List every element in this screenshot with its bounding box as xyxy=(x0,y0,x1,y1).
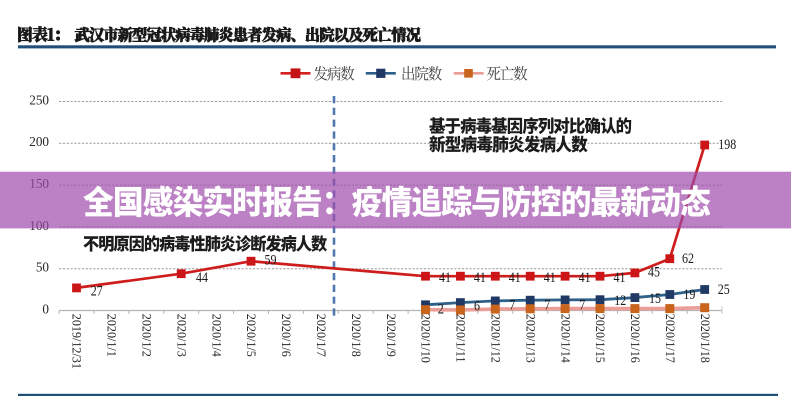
svg-text:2020/1/14: 2020/1/14 xyxy=(558,314,572,363)
svg-text:2020/1/15: 2020/1/15 xyxy=(593,314,607,363)
svg-text:15: 15 xyxy=(649,290,661,306)
svg-text:198: 198 xyxy=(718,136,736,152)
svg-text:7: 7 xyxy=(544,296,550,312)
svg-text:2020/1/16: 2020/1/16 xyxy=(628,314,642,363)
svg-text:25: 25 xyxy=(718,281,730,297)
svg-text:44: 44 xyxy=(196,269,208,285)
svg-text:2020/1/12: 2020/1/12 xyxy=(489,314,503,363)
svg-text:2020/1/5: 2020/1/5 xyxy=(244,314,258,357)
svg-text:2020/1/7: 2020/1/7 xyxy=(314,314,328,357)
svg-text:2020/1/9: 2020/1/9 xyxy=(384,314,398,357)
svg-text:2019/12/31: 2019/12/31 xyxy=(70,314,84,369)
svg-text:250: 250 xyxy=(29,92,49,107)
svg-text:27: 27 xyxy=(91,282,103,298)
svg-text:19: 19 xyxy=(683,286,695,302)
svg-text:2020/1/13: 2020/1/13 xyxy=(523,314,537,363)
svg-text:41: 41 xyxy=(474,269,486,285)
svg-text:2020/1/3: 2020/1/3 xyxy=(174,314,188,357)
svg-text:2020/1/2: 2020/1/2 xyxy=(140,314,154,357)
svg-text:2020/1/18: 2020/1/18 xyxy=(698,314,712,363)
svg-text:50: 50 xyxy=(36,260,50,275)
svg-text:7: 7 xyxy=(509,296,515,312)
svg-text:41: 41 xyxy=(509,269,521,285)
svg-text:6: 6 xyxy=(474,297,480,313)
svg-text:41: 41 xyxy=(614,269,626,285)
svg-text:2020/1/17: 2020/1/17 xyxy=(663,314,677,363)
svg-text:41: 41 xyxy=(439,269,451,285)
svg-text:2020/1/1: 2020/1/1 xyxy=(105,314,119,357)
svg-text:2020/1/6: 2020/1/6 xyxy=(279,314,293,357)
svg-text:41: 41 xyxy=(544,269,556,285)
svg-text:200: 200 xyxy=(29,134,49,149)
svg-text:2020/1/8: 2020/1/8 xyxy=(349,314,363,357)
svg-text:2020/1/4: 2020/1/4 xyxy=(209,314,223,357)
svg-text:12: 12 xyxy=(614,292,626,308)
svg-text:2: 2 xyxy=(438,300,444,316)
svg-text:59: 59 xyxy=(265,251,277,267)
svg-text:62: 62 xyxy=(682,250,694,266)
svg-text:2020/1/11: 2020/1/11 xyxy=(454,314,468,363)
svg-text:7: 7 xyxy=(579,296,585,312)
svg-text:2020/1/10: 2020/1/10 xyxy=(419,314,433,363)
svg-text:45: 45 xyxy=(648,263,660,279)
svg-text:0: 0 xyxy=(42,301,49,316)
svg-text:41: 41 xyxy=(579,269,591,285)
